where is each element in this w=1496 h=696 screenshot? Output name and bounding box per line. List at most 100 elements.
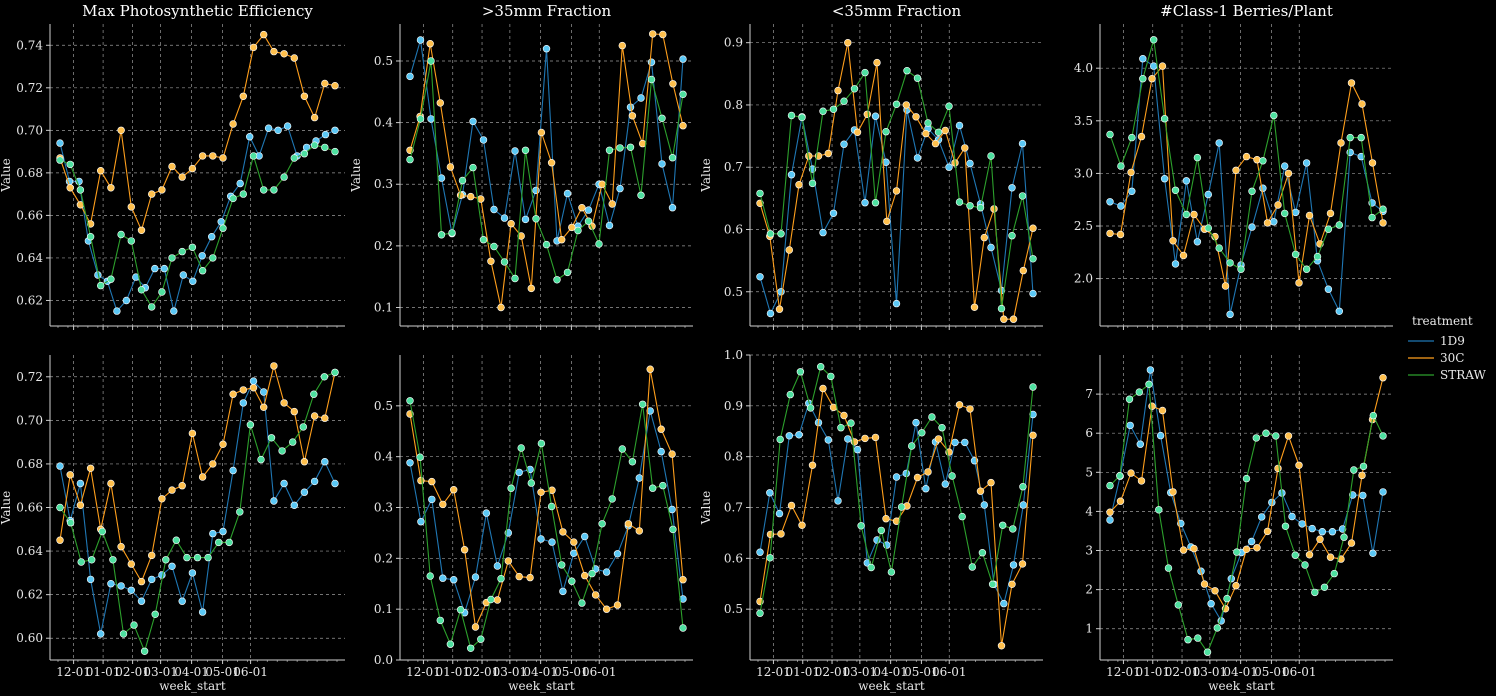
panel-6-xlabel: week_start [508, 679, 575, 693]
panel-5-point-30C-1 [66, 471, 74, 479]
panel-1-point-STRAW-1 [66, 160, 74, 169]
panel-5-point-30C-20 [260, 403, 268, 411]
panel-2-point-STRAW-2 [427, 57, 435, 65]
panel-3-point-30C-11 [863, 110, 871, 119]
panel-4-point-STRAW-24 [1368, 213, 1376, 222]
panel-3-point-STRAW-5 [808, 179, 817, 188]
panel-4-point-30C-12 [1232, 166, 1240, 175]
panel-8-ytick-label-1: 2 [1085, 583, 1093, 597]
panel-5-point-STRAW-3 [87, 556, 96, 564]
panel-7-point-STRAW-16 [918, 429, 926, 437]
panel-3-point-STRAW-21 [976, 204, 985, 212]
panel-2-point-STRAW-14 [553, 276, 561, 284]
panel-1-point-30C-19 [249, 43, 258, 52]
panel-4-point-STRAW-1 [1117, 162, 1125, 170]
panel-5-line-30C [59, 363, 336, 583]
panel-1-point-STRAW-26 [321, 143, 329, 152]
panel-5-point-30C-18 [239, 386, 248, 394]
panel-4-point-1D9-4 [1149, 62, 1158, 70]
panel-3-point-STRAW-6 [819, 107, 827, 115]
panel-1-point-1D9-29 [331, 126, 339, 135]
panel-2-ytick-label-3: 0.4 [374, 116, 393, 130]
panel-6-point-30C-2 [428, 477, 436, 486]
panel-7-point-30C-22 [987, 478, 995, 487]
panel-4-point-1D9-14 [1259, 184, 1267, 192]
panel-6-point-STRAW-22 [628, 458, 637, 466]
panel-1-point-STRAW-19 [249, 152, 258, 160]
panel-6-point-STRAW-23 [638, 400, 647, 408]
panel-7-point-STRAW-12 [877, 526, 885, 535]
panel-4-point-30C-11 [1221, 282, 1230, 290]
panel-3-point-STRAW-24 [1008, 232, 1016, 240]
panel-5-point-1D9-15 [209, 529, 217, 538]
panel-8-point-30C-5 [1158, 406, 1167, 415]
panel-2-point-30C-24 [648, 30, 657, 38]
panel-5-ytick-label-4: 0.68 [16, 457, 43, 471]
panel-7-point-30C-23 [997, 642, 1006, 650]
panel-5-point-STRAW-23 [299, 423, 307, 431]
panel-7-point-30C-5 [808, 461, 817, 469]
panel-5-point-STRAW-6 [119, 630, 128, 638]
panel-1-point-30C-9 [148, 190, 156, 198]
panel-7-xtick-label-6: 06-01 [932, 665, 967, 679]
panel-5-point-1D9-22 [280, 479, 288, 488]
panel-7-point-STRAW-7 [827, 372, 835, 381]
panel-2-point-30C-16 [568, 223, 576, 232]
panel-6-point-30C-16 [580, 571, 589, 580]
panel-4-point-STRAW-9 [1204, 224, 1213, 232]
panel-8-point-STRAW-3 [1135, 388, 1144, 396]
panel-2-line-30C [409, 33, 684, 308]
panel-8-point-30C-14 [1253, 544, 1261, 552]
panel-3-point-STRAW-1 [766, 230, 775, 238]
panel-6-point-STRAW-24 [648, 484, 657, 492]
panel-8-point-STRAW-21 [1311, 588, 1319, 597]
panel-7-point-STRAW-17 [928, 413, 936, 421]
panel-1-point-STRAW-27 [331, 147, 339, 156]
panel-3-point-30C-9 [844, 38, 852, 47]
panel-3-title: <35mm Fraction [832, 2, 962, 20]
panel-7-point-30C-21 [976, 487, 985, 495]
panel-4-ytick-label-3: 3.5 [1074, 114, 1093, 128]
panel-7-point-STRAW-13 [887, 568, 896, 576]
panel-2-point-1D9-13 [542, 44, 551, 53]
panel-8-point-30C-9 [1200, 580, 1209, 588]
panel-4-point-1D9-0 [1106, 198, 1114, 206]
panel-2-point-STRAW-6 [469, 163, 477, 172]
panel-4-point-1D9-21 [1335, 307, 1344, 315]
panel-3-point-30C-22 [970, 303, 979, 311]
panel-4-point-STRAW-15 [1270, 111, 1278, 120]
panel-5-point-1D9-9 [148, 575, 156, 584]
panel-7-point-30C-26 [1029, 431, 1037, 439]
panel-5-point-STRAW-1 [66, 518, 75, 527]
panel-4-ytick-label-0: 2.0 [1074, 272, 1093, 286]
panel-7-ytick-label-2: 0.7 [724, 501, 743, 515]
panel-1-point-30C-27 [331, 81, 339, 90]
panel-5-point-1D9-8 [137, 597, 146, 605]
panel-8-point-STRAW-7 [1174, 601, 1183, 609]
panel-4-point-STRAW-0 [1106, 130, 1114, 139]
panel-4-title: #Class-1 Berries/Plant [1160, 2, 1333, 20]
panel-3-point-STRAW-13 [892, 100, 901, 109]
panel-6-point-STRAW-1 [416, 453, 424, 461]
panel-5-ytick-label-5: 0.70 [16, 413, 43, 427]
panel-8-point-1D9-26 [1369, 549, 1377, 557]
panel-6-point-30C-19 [613, 601, 622, 609]
panel-4-point-1D9-3 [1139, 54, 1147, 63]
panel-6-point-1D9-10 [515, 468, 523, 477]
panel-2-point-1D9-15 [563, 189, 572, 198]
panel-6-xtick-label-2: 02-01 [465, 665, 500, 679]
panel-5-point-STRAW-25 [320, 373, 329, 381]
panel-1-point-STRAW-14 [198, 267, 207, 275]
panel-8-point-STRAW-27 [1369, 411, 1378, 420]
panel-7-point-1D9-10 [853, 445, 862, 454]
panel-3-point-1D9-0 [756, 273, 764, 281]
panel-2-ytick-label-4: 0.5 [374, 54, 393, 68]
panel-8-xtick-label-6: 06-01 [1282, 665, 1317, 679]
panel-3-point-30C-8 [834, 86, 842, 95]
panel-7-point-1D9-28 [1029, 410, 1037, 419]
panel-3-point-30C-21 [961, 144, 969, 152]
panel-5-xtick-label-3: 03-01 [143, 665, 178, 679]
panel-8-ytick-label-2: 3 [1085, 544, 1093, 558]
panel-8-point-STRAW-2 [1125, 395, 1134, 403]
panel-1-point-STRAW-10 [158, 288, 166, 296]
